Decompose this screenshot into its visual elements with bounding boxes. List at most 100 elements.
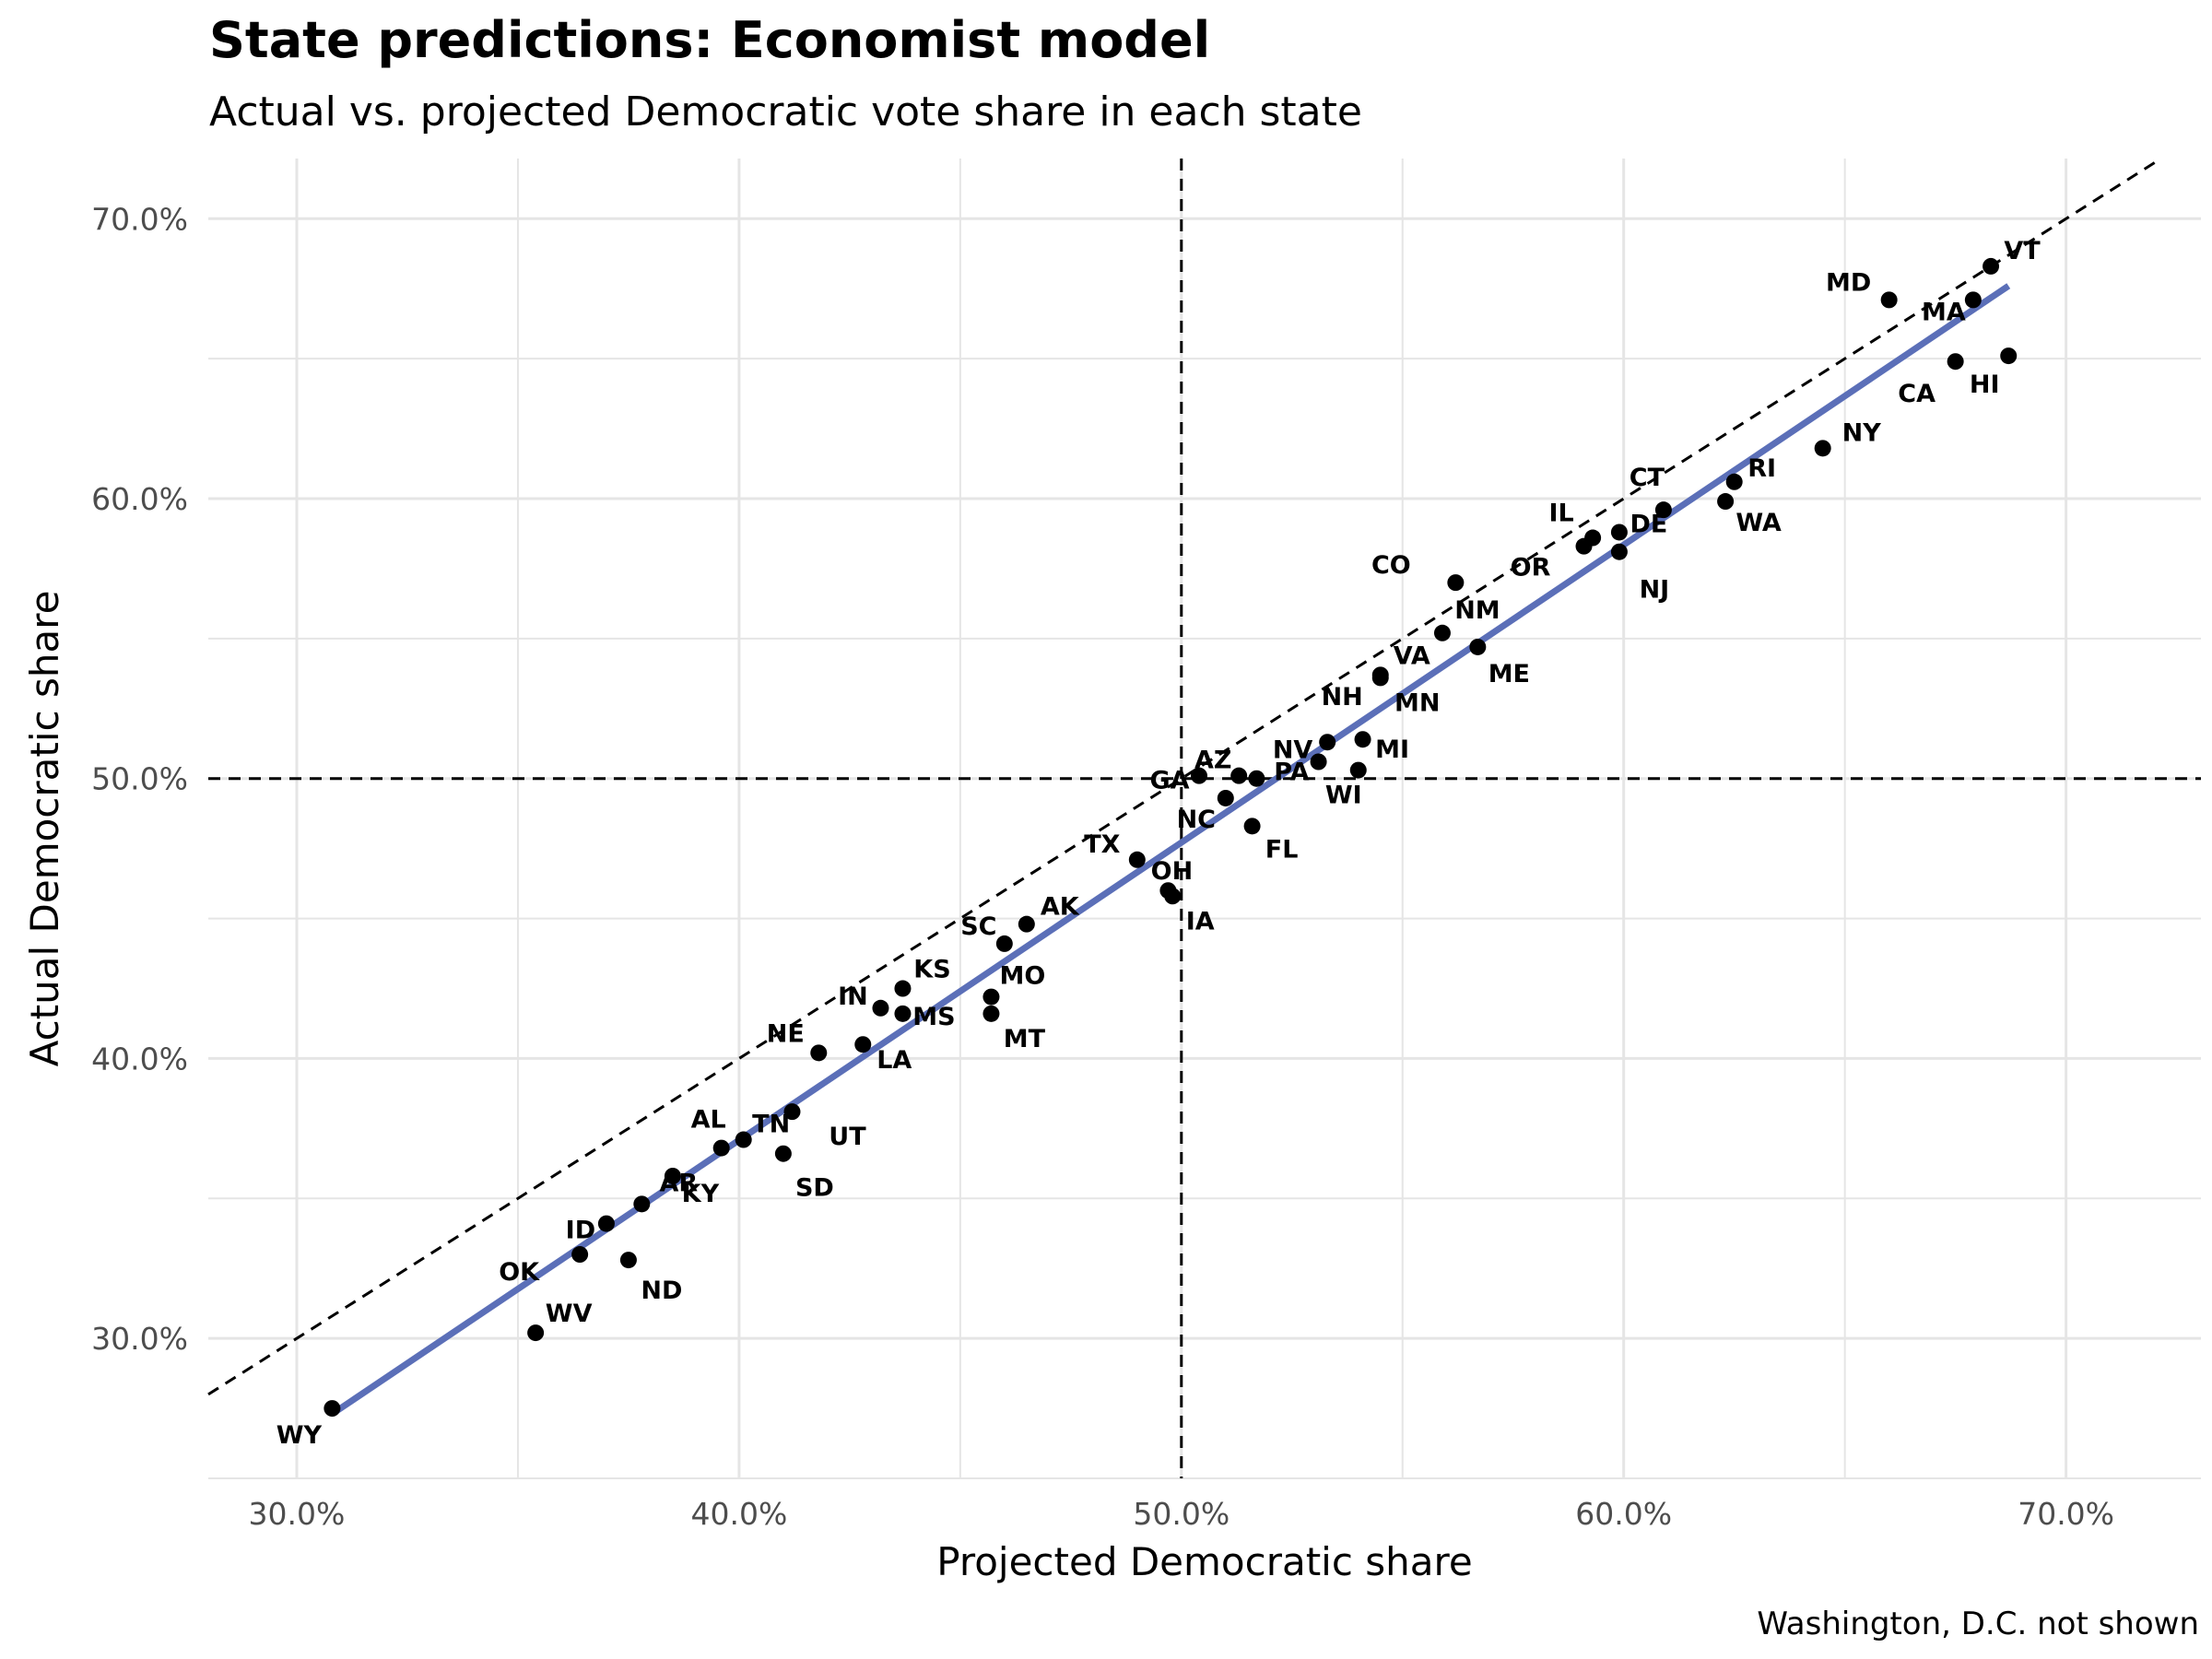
- data-point-me: [1469, 638, 1487, 655]
- state-label-ma: MA: [1922, 298, 1966, 326]
- data-point-il: [1584, 529, 1602, 547]
- chart-subtitle: Actual vs. projected Democratic vote sha…: [209, 88, 1362, 135]
- axis-ticks: 30.0% 40.0% 50.0% 60.0% 70.0% 30.0% 40.0% 50.0%…: [91, 201, 2114, 1532]
- state-label-va: VA: [1394, 641, 1430, 670]
- chart-caption: Washington, D.C. not shown: [1757, 1606, 2199, 1642]
- data-point-la: [854, 1036, 872, 1053]
- data-point-ks: [894, 980, 912, 997]
- x-tick-label: 50.0%: [1133, 1496, 1230, 1532]
- data-point-wv: [527, 1324, 545, 1342]
- state-label-ar: AR: [659, 1169, 698, 1197]
- state-label-il: IL: [1548, 500, 1573, 528]
- data-point-nh: [1319, 734, 1336, 751]
- state-label-ri: RI: [1747, 454, 1776, 483]
- data-point-ne: [810, 1044, 828, 1062]
- state-label-nm: NM: [1454, 596, 1500, 625]
- data-point-fl: [1243, 818, 1261, 835]
- data-points: [324, 257, 2018, 1418]
- data-point-nc: [1217, 789, 1234, 806]
- state-label-ks: KS: [913, 956, 950, 984]
- state-label-ut: UT: [829, 1123, 866, 1151]
- data-point-md: [1880, 291, 1898, 309]
- state-label-mt: MT: [1004, 1025, 1046, 1053]
- x-tick-label: 60.0%: [1575, 1496, 1672, 1532]
- data-point-ut: [783, 1103, 801, 1121]
- y-tick-label: 60.0%: [91, 481, 188, 517]
- state-label-me: ME: [1488, 660, 1530, 688]
- state-label-ny: NY: [1842, 418, 1882, 447]
- x-tick-label: 70.0%: [2018, 1496, 2114, 1532]
- data-point-mi: [1354, 731, 1371, 748]
- data-point-ia: [1164, 888, 1182, 905]
- grid-lines: [208, 159, 2201, 1479]
- data-point-ar: [633, 1195, 651, 1213]
- state-label-ak: AK: [1041, 893, 1080, 922]
- state-label-ga: GA: [1149, 767, 1189, 795]
- state-label-ky: KY: [682, 1180, 720, 1208]
- y-axis-title: Actual Democratic share: [22, 591, 67, 1067]
- x-tick-label: 40.0%: [690, 1496, 787, 1532]
- state-label-hi: HI: [1970, 371, 2000, 399]
- state-label-vt: VT: [2004, 237, 2041, 265]
- state-label-ia: IA: [1186, 907, 1215, 935]
- x-tick-label: 30.0%: [249, 1496, 346, 1532]
- state-label-tx: TX: [1084, 830, 1120, 859]
- state-label-de: DE: [1630, 510, 1667, 538]
- state-label-co: CO: [1371, 551, 1411, 580]
- state-label-pa: PA: [1274, 759, 1309, 787]
- state-label-al: AL: [691, 1106, 726, 1135]
- state-label-in: IN: [838, 982, 868, 1011]
- state-label-wa: WA: [1735, 509, 1782, 537]
- state-label-md: MD: [1826, 268, 1871, 297]
- data-point-az: [1230, 767, 1248, 784]
- data-point-ok: [571, 1246, 589, 1264]
- data-point-nm: [1433, 624, 1451, 641]
- state-label-or: OR: [1511, 554, 1551, 582]
- state-label-nc: NC: [1177, 806, 1216, 834]
- y-tick-label: 30.0%: [91, 1321, 188, 1357]
- data-point-wa: [1717, 493, 1735, 511]
- state-label-ok: OK: [499, 1258, 540, 1287]
- state-label-sd: SD: [795, 1174, 834, 1203]
- data-point-co: [1447, 574, 1465, 592]
- state-label-la: LA: [877, 1046, 912, 1075]
- data-point-sd: [774, 1145, 792, 1162]
- state-label-mo: MO: [1000, 962, 1046, 991]
- state-label-nd: ND: [641, 1277, 682, 1305]
- x-axis-title: Projected Democratic share: [936, 1539, 1472, 1584]
- data-point-vt: [1983, 257, 2000, 275]
- data-point-de: [1610, 524, 1628, 541]
- chart-title: State predictions: Economist model: [209, 11, 1211, 69]
- state-label-id: ID: [566, 1217, 595, 1245]
- data-point-in: [872, 999, 889, 1017]
- state-label-nh: NH: [1322, 683, 1363, 712]
- state-label-mn: MN: [1394, 688, 1440, 717]
- data-point-sc: [995, 935, 1013, 952]
- data-point-mn: [1371, 669, 1389, 687]
- data-point-mo: [982, 988, 1000, 1006]
- data-point-tn: [735, 1131, 752, 1148]
- data-point-ga: [1191, 767, 1208, 784]
- data-point-ca: [1947, 353, 1964, 371]
- y-tick-label: 50.0%: [91, 761, 188, 797]
- data-point-ri: [1725, 473, 1743, 490]
- state-label-nv: NV: [1273, 735, 1313, 764]
- state-label-ne: NE: [767, 1019, 805, 1048]
- data-point-hi: [2000, 347, 2018, 365]
- y-tick-label: 40.0%: [91, 1041, 188, 1077]
- data-point-ms: [894, 1005, 912, 1022]
- state-label-nj: NJ: [1640, 576, 1670, 605]
- data-point-nv: [1310, 753, 1327, 771]
- y-tick-label: 70.0%: [91, 201, 188, 237]
- data-point-ma: [1964, 291, 1982, 309]
- data-point-wi: [1349, 761, 1367, 779]
- state-label-tn: TN: [752, 1111, 790, 1139]
- data-point-wy: [324, 1400, 341, 1418]
- data-point-ct: [1654, 501, 1672, 519]
- data-point-tx: [1128, 851, 1146, 868]
- state-label-wy: WY: [276, 1421, 323, 1450]
- state-label-az: AZ: [1194, 747, 1231, 775]
- state-label-mi: MI: [1375, 735, 1409, 764]
